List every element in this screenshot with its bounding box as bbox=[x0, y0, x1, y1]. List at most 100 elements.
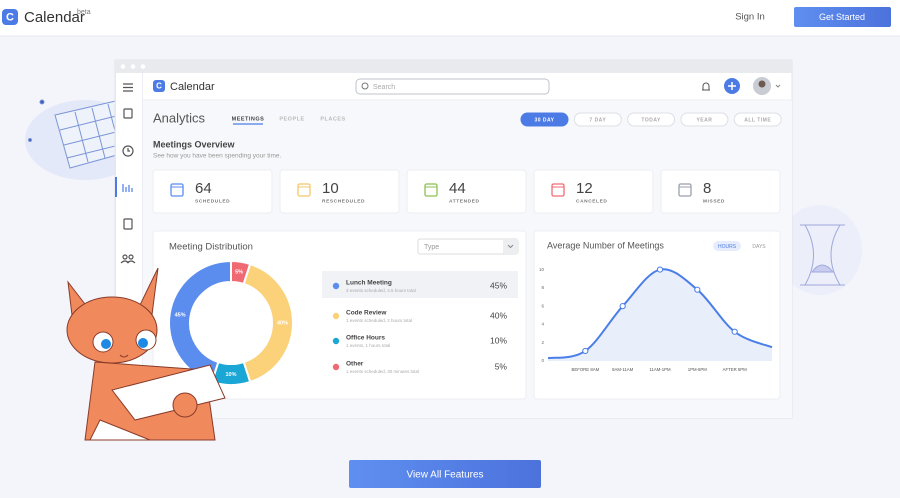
stat-icon bbox=[678, 183, 692, 197]
area bbox=[548, 269, 772, 361]
y-tick-label: 8 bbox=[541, 285, 544, 290]
range-pill[interactable] bbox=[573, 112, 622, 127]
toggle[interactable]: DAYS bbox=[752, 244, 766, 250]
tab[interactable]: PEOPLE bbox=[279, 116, 304, 122]
chart-title: Average Number of Meetings bbox=[547, 240, 664, 250]
app-logo-icon bbox=[153, 80, 165, 92]
plus-icon bbox=[728, 82, 736, 90]
y-tick-label: 4 bbox=[541, 322, 544, 327]
stat-card bbox=[533, 169, 654, 214]
legend-name[interactable]: Other bbox=[346, 361, 364, 368]
charts: MEETINGS PEOPLE PLACES 30 DAY 7 DAY TODAY YEAR… bbox=[152, 112, 782, 386]
bell-icon[interactable] bbox=[702, 82, 710, 91]
point bbox=[731, 328, 738, 335]
stat-label: SCHEDULED bbox=[195, 198, 230, 204]
window-dot bbox=[120, 64, 126, 69]
select-arrow-box bbox=[503, 239, 518, 254]
stat-icon bbox=[551, 183, 565, 197]
point bbox=[694, 286, 701, 293]
x-tick-label: 1PM-5PM bbox=[688, 367, 708, 372]
range-label: YEAR bbox=[696, 117, 712, 123]
range-label: ALL TIME bbox=[744, 117, 771, 123]
slice-label: 45% bbox=[175, 312, 186, 318]
toggle[interactable]: HOURS bbox=[718, 244, 737, 250]
legend-name[interactable]: Lunch Meeting bbox=[346, 280, 392, 287]
range-label: TODAY bbox=[641, 117, 661, 123]
legend-detail: 1 events, 1 hours total bbox=[346, 343, 390, 348]
legend-dot bbox=[332, 363, 340, 371]
get-started-label: Get Started bbox=[819, 12, 865, 22]
tab[interactable]: MEETINGS bbox=[232, 116, 265, 122]
logo-icon bbox=[2, 9, 18, 25]
cat-illustration bbox=[66, 267, 226, 441]
stat-value: 10 bbox=[322, 180, 339, 197]
avatar-face bbox=[758, 80, 766, 88]
tab[interactable]: PLACES bbox=[320, 116, 345, 122]
sidebar-icons[interactable] bbox=[120, 83, 136, 264]
sign-in[interactable]: Sign In bbox=[735, 12, 765, 23]
point bbox=[656, 266, 664, 273]
range-pill[interactable] bbox=[680, 112, 729, 127]
legend-highlight bbox=[322, 271, 518, 298]
stat-icon bbox=[170, 183, 184, 197]
legend-name[interactable]: Code Review bbox=[346, 310, 387, 317]
border bbox=[115, 73, 116, 418]
x-tick-label: BEFORE 8AM bbox=[571, 367, 599, 372]
stat-icon bbox=[297, 183, 311, 197]
view-features-label: View All Features bbox=[406, 470, 483, 481]
get-started-button[interactable] bbox=[794, 7, 891, 27]
page-title: Analytics bbox=[153, 110, 206, 125]
slice-label: 10% bbox=[225, 372, 236, 378]
legend-percent: 5% bbox=[495, 361, 508, 371]
hourglass-sketch bbox=[778, 205, 862, 295]
type-select-label: Type bbox=[424, 244, 439, 251]
range-pill[interactable] bbox=[627, 112, 676, 127]
search-icon bbox=[361, 82, 369, 90]
overview-title: Meetings Overview bbox=[153, 139, 236, 149]
stat-card bbox=[406, 169, 527, 214]
logo-glyph: C bbox=[6, 11, 14, 23]
window-titlebar bbox=[115, 60, 792, 73]
x-tick-label: AFTER 5PM bbox=[723, 367, 748, 372]
x-tick-label: 11AM-1PM bbox=[649, 367, 671, 372]
legend-detail: 3 events scheduled, 4.5 hours total bbox=[346, 288, 416, 293]
stat-card bbox=[279, 169, 400, 214]
top-nav bbox=[0, 0, 900, 36]
legend-name[interactable]: Office Hours bbox=[346, 335, 385, 342]
stat-value: 44 bbox=[449, 180, 466, 197]
stat-card bbox=[152, 169, 273, 214]
window-dot bbox=[130, 64, 136, 69]
y-tick-label: 0 bbox=[541, 358, 544, 363]
y-tick-label: 10 bbox=[539, 267, 545, 272]
app-logo-glyph: C bbox=[156, 82, 162, 91]
range-pill[interactable] bbox=[733, 112, 782, 127]
x-tick-label: 8AM-11AM bbox=[612, 367, 634, 372]
range-pill[interactable] bbox=[520, 112, 569, 127]
slice-label: 40% bbox=[277, 320, 288, 326]
point bbox=[582, 347, 589, 355]
range-label: 30 DAY bbox=[534, 117, 554, 123]
donut-slice bbox=[167, 259, 232, 384]
slice-label: 5% bbox=[235, 270, 243, 276]
stat-card bbox=[660, 169, 781, 214]
avatar-caret bbox=[775, 84, 781, 88]
sidebar-active bbox=[115, 177, 117, 197]
app-logo: Calendar bbox=[170, 81, 215, 93]
stat-value: 12 bbox=[576, 180, 593, 197]
range-label: 7 DAY bbox=[589, 117, 606, 123]
stat-label: ATTENDED bbox=[449, 198, 480, 204]
stat-label: MISSED bbox=[703, 198, 725, 204]
legend-percent: 10% bbox=[490, 335, 507, 345]
search-box[interactable] bbox=[355, 78, 550, 95]
stat-value: 64 bbox=[195, 180, 212, 197]
logo[interactable]: Calendar bbox=[24, 9, 85, 26]
stat-label: CANCELED bbox=[576, 198, 607, 204]
stat-icon bbox=[424, 183, 438, 197]
y-tick-label: 6 bbox=[541, 303, 544, 308]
search-placeholder: Search bbox=[373, 84, 395, 91]
toggle-active bbox=[713, 241, 741, 251]
view-features-button[interactable] bbox=[349, 460, 541, 488]
stat-label: RESCHEDULED bbox=[322, 198, 365, 204]
legend-dot bbox=[332, 337, 340, 345]
